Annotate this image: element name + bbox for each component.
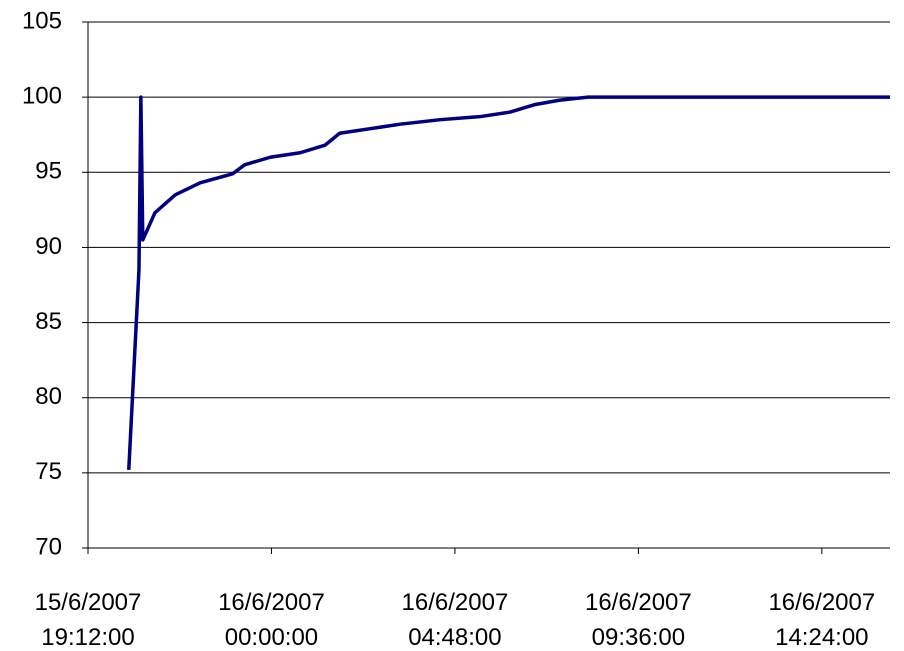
- x-tick-label: 16/6/2007 14:24:00: [768, 589, 876, 651]
- y-tick-label: 90: [35, 233, 62, 260]
- x-tick-label: 15/6/2007 19:12:00: [34, 589, 142, 651]
- y-tick-label: 70: [35, 533, 62, 560]
- y-tick-label: 105: [22, 7, 62, 34]
- x-tick-label: 16/6/2007 00:00:00: [218, 589, 325, 651]
- y-tick-label: 95: [35, 158, 62, 185]
- line-series: [127, 95, 890, 470]
- y-tick-label: 100: [22, 82, 62, 109]
- y-tick-label: 85: [35, 308, 62, 335]
- x-tick-label: 16/6/2007 04:48:00: [401, 589, 509, 651]
- y-tick-label: 75: [35, 458, 62, 485]
- x-tick-label: 16/6/2007 09:36:00: [584, 589, 692, 651]
- y-tick-label: 80: [35, 383, 62, 410]
